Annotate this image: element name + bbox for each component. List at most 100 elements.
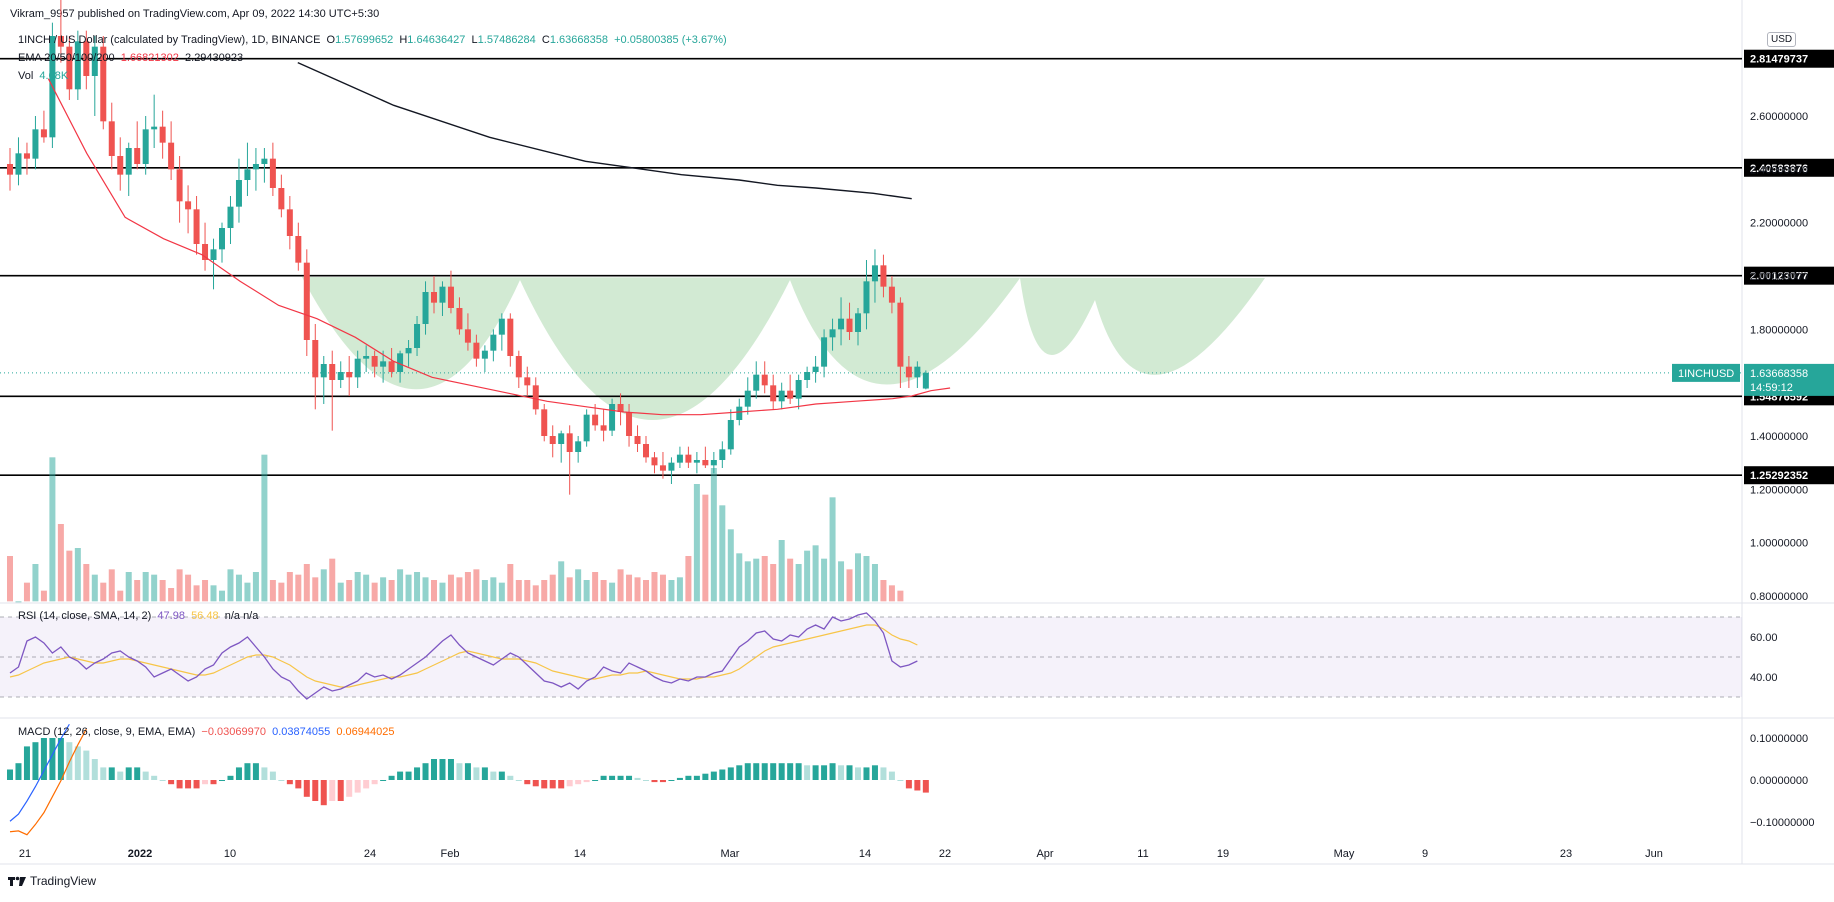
volume-bar (812, 545, 819, 602)
ema50-line (47, 78, 951, 416)
macd-hist-bar (371, 780, 378, 785)
volume-bar (490, 577, 497, 602)
candle-body (617, 404, 624, 412)
time-tick-label: 21 (19, 848, 31, 860)
volume-bar (193, 585, 200, 602)
volume-bar (464, 572, 471, 602)
time-tick-label: 11 (1137, 848, 1148, 860)
macd-hist-bar (795, 763, 802, 780)
macd-hist-bar (295, 780, 302, 789)
candle-body (422, 292, 429, 324)
candle-body (490, 334, 497, 351)
macd-hist-bar (91, 759, 98, 780)
macd-signal-line (9, 728, 87, 836)
macd-hist-bar (787, 763, 794, 780)
time-tick-label: 24 (364, 848, 376, 860)
candle-body (651, 457, 658, 466)
candle-body (219, 228, 225, 250)
candle-body (371, 356, 378, 367)
volume-bar (159, 580, 166, 602)
candle-body (515, 356, 522, 378)
rsi-value: 47.98 (157, 610, 185, 622)
candle-body (659, 465, 666, 471)
candle-body (312, 340, 319, 378)
macd-hist-bar (821, 765, 828, 780)
level-label: 2.81479737 (1750, 54, 1808, 66)
macd-hist-bar (693, 775, 700, 780)
candle-body (795, 380, 802, 399)
volume-legend: Vol 4.08K (18, 70, 68, 82)
candle-body (761, 374, 768, 386)
time-tick-label: 19 (1217, 848, 1229, 860)
macd-hist-bar (600, 775, 607, 780)
macd-hist-bar (227, 775, 234, 780)
macd-hist-bar (549, 780, 556, 789)
volume-bar (736, 553, 743, 602)
macd-hist-bar (320, 780, 327, 806)
volume-bar (787, 558, 794, 602)
candle-body (57, 36, 64, 47)
currency-button[interactable]: USD (1767, 32, 1797, 47)
macd-hist-bar (380, 780, 387, 781)
ema50-value: 1.66821302 (120, 52, 179, 64)
macd-hist-bar (354, 780, 361, 793)
macd-hist-bar (40, 738, 47, 780)
macd-line (9, 723, 70, 822)
level-label-box (1744, 49, 1834, 68)
macd-hist-bar (575, 780, 582, 785)
candle-body (261, 158, 268, 164)
macd-hist-bar (566, 780, 573, 787)
macd-hist-bar (490, 771, 497, 780)
candle-body (778, 390, 785, 402)
candle-body (40, 129, 47, 138)
rsi-sma-value: 56.48 (191, 610, 219, 622)
volume-bar (83, 564, 90, 602)
volume-bar (210, 585, 217, 602)
macd-hist-bar (252, 763, 259, 780)
open-label: O (326, 34, 336, 46)
time-tick-label: 10 (224, 848, 236, 860)
candle-body (83, 41, 90, 76)
macd-hist-bar (57, 738, 64, 780)
volume-bar (219, 590, 225, 602)
candle-body (634, 436, 641, 444)
macd-hist-bar (651, 780, 658, 783)
candle-body (676, 454, 683, 463)
open-value: 1.57699652 (335, 34, 394, 46)
macd-hist-bar (829, 763, 836, 780)
macd-hist-bar (49, 738, 56, 780)
tradingview-logo[interactable]: TradingView (8, 874, 96, 888)
symbol-title: 1INCH / US Dollar (calculated by Trading… (18, 34, 321, 46)
candle-body (278, 188, 285, 210)
candle-body (914, 366, 921, 378)
volume-bar (626, 574, 633, 602)
candle-body (91, 46, 98, 76)
volume-bar (880, 580, 887, 602)
level-label: 2.40583876 (1750, 163, 1808, 175)
volume-bar (668, 580, 675, 602)
macd-hist-bar (922, 780, 929, 793)
price-tick-label: 1.80000000 (1750, 324, 1808, 336)
volume-bar (439, 582, 446, 602)
ema200-value: 2.29430923 (185, 52, 244, 64)
candle-body (685, 454, 692, 463)
volume-bar (897, 590, 904, 602)
volume-bar (770, 564, 777, 602)
candle-body (337, 372, 344, 380)
macd-hist-bar (210, 780, 217, 785)
time-tick-label: Jun (1645, 848, 1663, 860)
time-tick-label: May (1334, 848, 1355, 860)
volume-bar (23, 582, 30, 602)
macd-line-value: 0.03874055 (272, 726, 331, 738)
candle-body (151, 126, 158, 130)
volume-bar (659, 574, 666, 602)
volume-bar (871, 564, 878, 602)
volume-bar (456, 577, 463, 602)
candle-body (439, 286, 446, 303)
candle-body (855, 313, 861, 332)
volume-bar (15, 601, 22, 603)
volume-bar (422, 577, 429, 602)
volume-bar (269, 580, 276, 602)
candle-body (23, 153, 30, 159)
